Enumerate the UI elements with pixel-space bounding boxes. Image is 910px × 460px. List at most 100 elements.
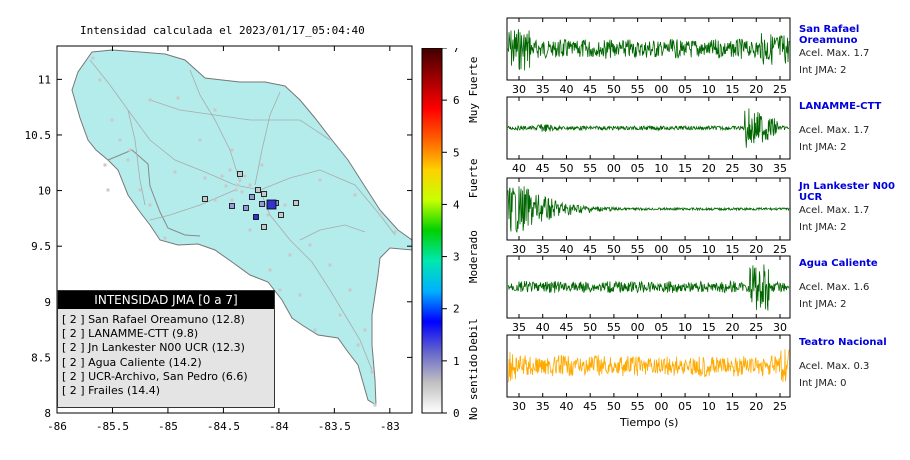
station-dot [268, 268, 272, 272]
legend-header: INTENSIDAD JMA [0 a 7] [58, 291, 274, 309]
time-tick-label: 55 [631, 400, 645, 413]
station-name-4: Teatro Nacional [799, 337, 887, 348]
time-tick-label: 25 [773, 243, 787, 256]
intensity-map: -86 -85.5 -85 -84.5 -84 -83.5 -83 11 10.5 10 9.5 9 8… [25, 45, 413, 433]
time-tick-label: 10 [702, 400, 716, 413]
time-tick-label: 50 [607, 400, 621, 413]
station-dot [224, 184, 228, 188]
intensity-colorbar: 0 1 2 3 4 5 6 7 No sentido Debil Moderado Fuerte Mu… [421, 48, 480, 420]
station-dot [213, 198, 217, 202]
time-tick-label: 50 [607, 83, 621, 96]
time-tick-label: 10 [678, 321, 692, 334]
station-dot [198, 138, 202, 142]
time-tick-label: 15 [678, 162, 692, 175]
station-dot [283, 203, 287, 207]
time-tick-label: 30 [773, 321, 787, 334]
legend-item: [ 2 ] Frailes (14.4) [62, 384, 161, 398]
station-dot [278, 288, 282, 292]
station-marker [243, 205, 249, 211]
legend-item: [ 2 ] San Rafael Oreamuno (12.8) [62, 313, 245, 326]
time-tick-label: 20 [749, 243, 763, 256]
station-dot [318, 178, 322, 182]
time-tick-label: 40 [536, 321, 550, 334]
map-title: Intensidad calculada el 2023/01/17_05:04… [80, 24, 365, 37]
time-tick-label: 55 [631, 83, 645, 96]
station-int-0: Int JMA: 2 [799, 65, 847, 76]
station-dot [328, 263, 332, 267]
station-name-1: LANAMME-CTT [799, 101, 882, 112]
waveform-trace [507, 186, 790, 233]
time-tick-label: 15 [726, 400, 740, 413]
road-network [89, 59, 396, 371]
time-tick-label: 20 [726, 321, 740, 334]
station-dot [248, 228, 252, 232]
legend-item: [ 2 ] LANAMME-CTT (9.8) [62, 327, 199, 341]
time-tick-label: 35 [536, 243, 550, 256]
colorbar-tick-label: 0 [453, 407, 460, 420]
colorbar-category: Debil [467, 318, 480, 351]
y-tick-label: 10 [38, 185, 51, 198]
legend-item: [ 2 ] Agua Caliente (14.2) [62, 355, 202, 369]
legend-item: [ 2 ] Jn Lankester N00 UCR (12.3) [62, 341, 245, 355]
station-dot [236, 183, 240, 187]
colorbar-tick-label: 4 [453, 198, 460, 211]
legend-list: [ 2 ] San Rafael Oreamuno (12.8) [ 2 ] L… [62, 313, 274, 398]
waveform-panel: 40 45 50 55 00 05 10 15 20 25 30 35 [506, 96, 791, 175]
station-acel-2: Acel. Max. 1.7 [799, 205, 870, 216]
time-tick-label: 20 [702, 162, 716, 175]
time-tick-label: 55 [631, 243, 645, 256]
colorbar-tick-label: 2 [453, 303, 460, 316]
time-tick-label: 40 [559, 400, 573, 413]
station-int-3: Int JMA: 2 [799, 299, 847, 310]
station-marker [278, 212, 284, 218]
epicenter-marker [266, 199, 277, 210]
time-tick-label: 05 [678, 400, 692, 413]
station-dot [228, 168, 232, 172]
station-dot [308, 243, 312, 247]
time-axis-label: Tiempo (s) [620, 416, 679, 429]
station-marker [255, 187, 261, 193]
station-dot [378, 213, 382, 217]
time-tick-label: 15 [726, 83, 740, 96]
x-tick-label: -85.5 [96, 420, 129, 433]
waveform-trace [507, 29, 790, 71]
station-dot [230, 148, 234, 152]
station-dot [393, 230, 397, 234]
x-tick-label: -85 [158, 420, 178, 433]
station-dot [98, 78, 102, 82]
waveform-panels: 30 35 40 45 50 55 00 05 10 15 20 25 40 45 50 55 00 05 10 15… [506, 17, 791, 413]
station-dot [298, 293, 302, 297]
colorbar-tick-label: 1 [453, 355, 460, 368]
time-tick-label: 15 [726, 243, 740, 256]
station-acel-3: Acel. Max. 1.6 [799, 282, 870, 293]
time-tick-label: 25 [773, 400, 787, 413]
station-dot [370, 370, 374, 374]
station-dot [110, 118, 114, 122]
time-tick-label: 00 [607, 162, 621, 175]
legend-box: INTENSIDAD JMA [0 a 7] [ 2 ] San Rafael … [57, 290, 275, 408]
station-int-1: Int JMA: 2 [799, 142, 847, 153]
colorbar-category: Muy Fuerte [467, 57, 480, 123]
station-dot [238, 178, 242, 182]
time-tick-label: 50 [583, 321, 597, 334]
time-tick-label: 55 [607, 321, 621, 334]
x-tick-label: -84 [269, 420, 289, 433]
station-dot [126, 158, 130, 162]
station-dot [103, 163, 107, 167]
time-tick-label: 20 [749, 400, 763, 413]
colorbar-tick-label: 6 [453, 94, 460, 107]
station-dot [148, 203, 152, 207]
station-dot [118, 138, 122, 142]
waveform-trace [507, 264, 790, 311]
time-tick-label: 00 [631, 321, 645, 334]
station-dot [138, 188, 142, 192]
station-dot [213, 108, 217, 112]
time-tick-label: 30 [512, 400, 526, 413]
station-dot [338, 313, 342, 317]
colorbar-ticks: 0 1 2 3 4 5 6 7 [442, 48, 460, 420]
colorbar-category: Moderado [467, 230, 480, 283]
colorbar-category: Fuerte [467, 158, 480, 198]
time-tick-label: 15 [702, 321, 716, 334]
y-tick-label: 8.5 [31, 351, 51, 364]
station-markers [91, 56, 397, 407]
